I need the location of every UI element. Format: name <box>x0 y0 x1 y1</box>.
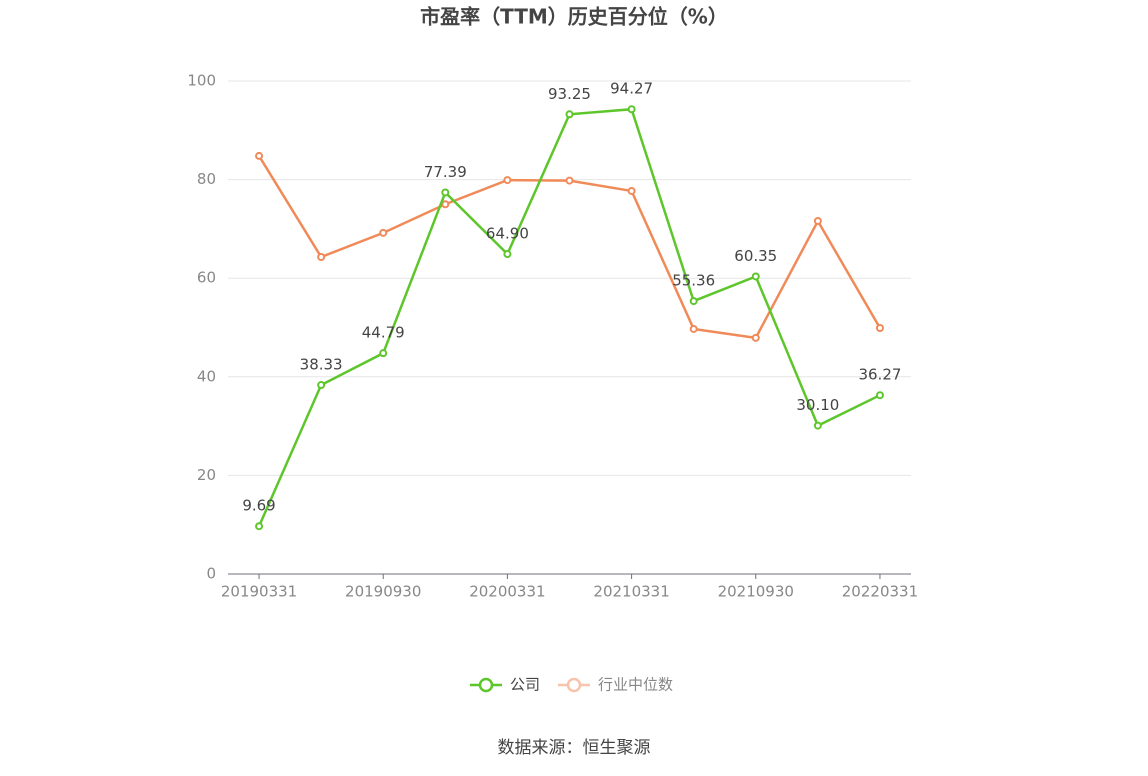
x-tick-label: 20210930 <box>718 583 794 601</box>
point <box>317 253 326 262</box>
legend-label: 公司 <box>510 676 540 694</box>
point <box>255 522 264 531</box>
point <box>751 333 760 342</box>
x-tick-label: 20220331 <box>842 583 918 601</box>
data-label: 44.79 <box>362 324 405 342</box>
point <box>813 217 822 226</box>
point <box>813 421 822 430</box>
y-tick-label: 40 <box>197 367 216 385</box>
data-label: 36.27 <box>858 366 901 384</box>
data-label: 64.90 <box>486 225 529 243</box>
point <box>565 176 574 185</box>
point <box>875 323 884 332</box>
chart-title: 市盈率（TTM）历史百分位（%） <box>420 5 728 29</box>
x-tick-label: 20200331 <box>469 583 545 601</box>
point <box>875 391 884 400</box>
legend-marker <box>478 677 494 693</box>
point <box>317 381 326 390</box>
point <box>441 188 450 197</box>
point <box>379 228 388 237</box>
series-line <box>257 107 881 527</box>
y-tick-label: 0 <box>206 565 216 583</box>
data-label: 60.35 <box>734 247 777 265</box>
point <box>379 349 388 358</box>
point <box>689 297 698 306</box>
data-label: 30.10 <box>796 396 839 414</box>
point <box>565 110 574 119</box>
data-label: 93.25 <box>548 85 591 103</box>
x-tick-label: 20190930 <box>345 583 421 601</box>
x-tick-label: 20210331 <box>593 583 669 601</box>
legend-label: 行业中位数 <box>598 676 673 694</box>
point <box>503 250 512 259</box>
data-label: 55.36 <box>672 272 715 290</box>
y-tick-label: 20 <box>197 466 216 484</box>
point <box>627 186 636 195</box>
y-tick-label: 100 <box>187 72 216 90</box>
point <box>689 324 698 333</box>
data-label: 94.27 <box>610 80 653 98</box>
point <box>751 272 760 281</box>
point <box>627 105 636 114</box>
source: 数据来源：恒生聚源 <box>498 738 651 758</box>
point <box>441 200 450 209</box>
legend-marker <box>566 677 582 693</box>
point <box>255 151 264 160</box>
data-label: 38.33 <box>300 356 343 374</box>
y-tick-label: 60 <box>197 269 216 287</box>
point <box>503 176 512 185</box>
data-label: 9.69 <box>242 497 275 515</box>
data-label: 77.39 <box>424 163 467 181</box>
x-tick-label: 20190331 <box>221 583 297 601</box>
y-tick-label: 80 <box>197 170 216 188</box>
